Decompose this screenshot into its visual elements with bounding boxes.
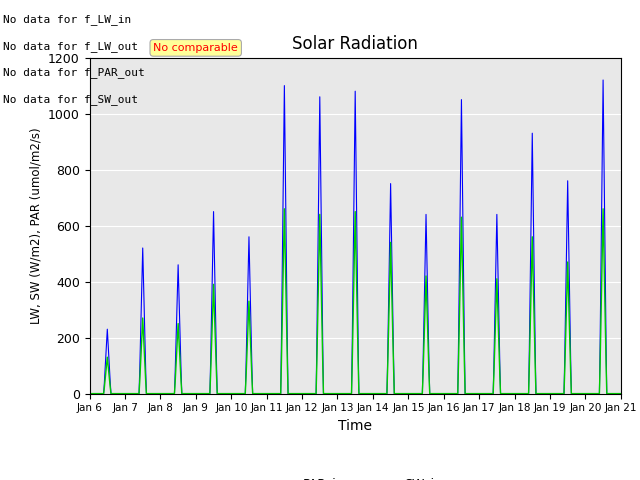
Legend: PAR_in, SW_in: PAR_in, SW_in xyxy=(263,472,447,480)
Text: No comparable: No comparable xyxy=(154,43,238,53)
X-axis label: Time: Time xyxy=(338,419,372,433)
Text: No data for f_PAR_out: No data for f_PAR_out xyxy=(3,67,145,78)
Text: No data for f_SW_out: No data for f_SW_out xyxy=(3,94,138,105)
Title: Solar Radiation: Solar Radiation xyxy=(292,35,418,53)
Text: No data for f_LW_out: No data for f_LW_out xyxy=(3,41,138,52)
Text: No data for f_LW_in: No data for f_LW_in xyxy=(3,14,131,25)
Y-axis label: LW, SW (W/m2), PAR (umol/m2/s): LW, SW (W/m2), PAR (umol/m2/s) xyxy=(29,127,42,324)
